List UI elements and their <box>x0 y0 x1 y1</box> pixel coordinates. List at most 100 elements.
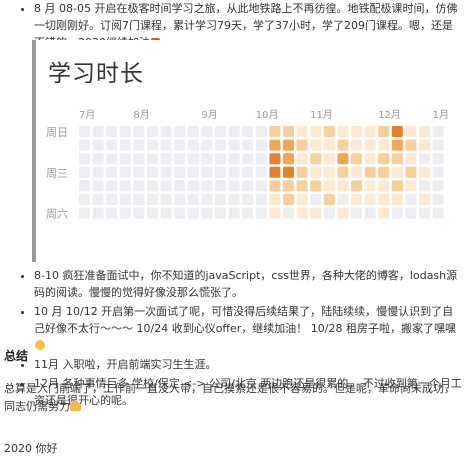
heatmap-cell <box>119 180 131 192</box>
bullet-text: 11月 入职啦，开启前端实习生生涯。 <box>34 358 217 371</box>
heatmap-cell <box>133 166 145 178</box>
heatmap-cell <box>283 139 294 151</box>
heatmap-cell <box>351 139 362 151</box>
heatmap-cell <box>337 194 349 205</box>
heatmap-cell <box>310 126 322 137</box>
heatmap-cell <box>269 180 281 192</box>
heatmap-cell <box>201 194 213 205</box>
heatmap-cell <box>201 166 213 178</box>
heatmap-cell <box>351 126 362 137</box>
list-item: 10 月 10/12 开启第一次面试了呢，可惜没得后续结果了，陆陆续续，慢慢认识… <box>34 303 462 354</box>
heatmap-cell <box>405 153 417 165</box>
heatmap-cell <box>228 194 240 205</box>
heatmap-cell <box>201 139 213 151</box>
heatmap-cell <box>92 207 104 219</box>
heatmap-cell <box>337 207 349 219</box>
heatmap-cell <box>133 180 145 192</box>
heatmap-cell <box>364 166 376 178</box>
heatmap-cell <box>174 126 186 137</box>
heatmap-cell <box>160 166 172 178</box>
heatmap-cell <box>242 153 254 165</box>
heatmap-cell <box>242 139 254 151</box>
heatmap-cell <box>378 207 390 219</box>
heatmap-cell <box>160 180 172 192</box>
heatmap-cell <box>351 207 362 219</box>
heatmap-cell <box>323 153 335 165</box>
heatmap-cell <box>201 126 213 137</box>
flexed-arm-icon <box>70 401 81 411</box>
month-label: 8月 <box>133 109 149 121</box>
heatmap-cell <box>337 153 349 165</box>
heatmap-cell <box>147 153 158 165</box>
heatmap-cell <box>323 194 335 205</box>
month-label: 1月 <box>433 109 449 121</box>
heatmap-cell <box>310 139 322 151</box>
heatmap-cell <box>242 126 254 137</box>
heatmap-cell <box>296 139 308 151</box>
heatmap-cell <box>160 194 172 205</box>
heatmap-cell <box>364 126 376 137</box>
heatmap-cell <box>187 166 199 178</box>
heatmap-cell <box>391 194 403 205</box>
heatmap-cell <box>160 207 172 219</box>
heatmap-cell <box>92 194 104 205</box>
heatmap-cell <box>92 166 104 178</box>
heatmap-cell <box>119 207 131 219</box>
heatmap-cell <box>310 180 322 192</box>
heatmap-cell <box>296 153 308 165</box>
heatmap-card: 学习时长 7月 8月 9月 10月 11月 12月 1月 周日 周三 周六 <box>32 40 460 262</box>
heatmap-cell <box>160 153 172 165</box>
day-label: 周日 <box>46 126 68 139</box>
heatmap-cell <box>364 194 376 205</box>
heatmap-cell <box>296 166 308 178</box>
heatmap-cell <box>215 166 226 178</box>
heatmap-cell <box>405 139 417 151</box>
heatmap-cell <box>147 166 158 178</box>
heatmap-cell <box>187 126 199 137</box>
heatmap-cell <box>337 139 349 151</box>
heatmap-cell <box>364 180 376 192</box>
heatmap-cell <box>106 139 118 151</box>
heatmap-cell <box>242 194 254 205</box>
heatmap-cell <box>283 180 294 192</box>
heatmap-cell <box>215 153 226 165</box>
heatmap-cell <box>133 126 145 137</box>
heatmap-cell <box>391 126 403 137</box>
heatmap-cell <box>310 166 322 178</box>
heatmap-cell <box>201 180 213 192</box>
heatmap-title: 学习时长 <box>48 61 144 87</box>
heatmap-cell <box>255 139 267 151</box>
heatmap-cell <box>79 166 90 178</box>
heatmap-cell <box>323 126 335 137</box>
heatmap-cell <box>79 194 90 205</box>
heatmap-cell <box>187 153 199 165</box>
heatmap-cell <box>174 139 186 151</box>
heatmap-cell <box>228 207 240 219</box>
heatmap-cell <box>92 180 104 192</box>
heatmap-cell <box>269 153 281 165</box>
heatmap-cell <box>215 126 226 137</box>
heatmap-cell <box>378 153 390 165</box>
heatmap-cell <box>79 207 90 219</box>
heatmap-cell <box>133 194 145 205</box>
heatmap-cell <box>228 180 240 192</box>
heatmap-cell <box>405 126 417 137</box>
heatmap-cell <box>79 180 90 192</box>
list-item: 8-10 疯狂准备面试中，你不知道的javaScript，css世界，各种大佬的… <box>34 267 462 301</box>
summary-text: 总算是入门前端了，工作前一直没人带，自己摸索还是很不容易的。但是呢，革命尚未成功… <box>4 382 455 413</box>
heatmap-cell <box>228 139 240 151</box>
heatmap-cell <box>79 126 90 137</box>
heatmap-cell <box>283 194 294 205</box>
heatmap-cell <box>405 166 417 178</box>
heatmap-cell <box>351 180 362 192</box>
day-label: 周三 <box>46 167 68 180</box>
heatmap-cell <box>378 166 390 178</box>
heatmap-cell <box>405 194 417 205</box>
heatmap-cell <box>391 139 403 151</box>
heatmap-cell <box>92 153 104 165</box>
heatmap-cell <box>364 207 376 219</box>
heatmap-cell <box>79 153 90 165</box>
heatmap-cell <box>133 207 145 219</box>
heatmap-cell <box>405 207 417 219</box>
